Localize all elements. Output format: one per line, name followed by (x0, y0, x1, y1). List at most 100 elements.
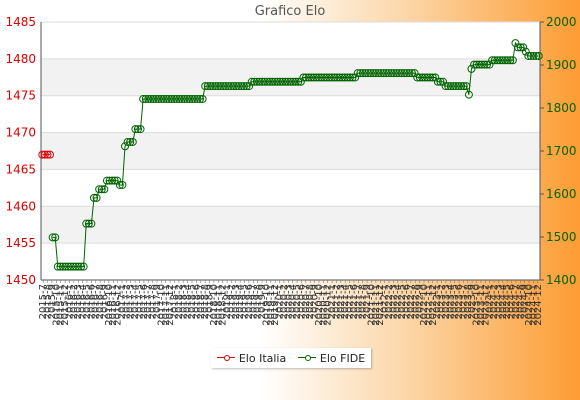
point-fide (188, 94, 197, 103)
x-axis-tick-label: 2024-5 (502, 284, 513, 319)
point-italia (43, 150, 52, 159)
point-fide (408, 69, 417, 78)
point-fide (237, 82, 246, 91)
point-fide (490, 56, 499, 65)
x-axis-tick-label: 2020-5 (292, 284, 303, 319)
point-fide (74, 262, 83, 271)
point-fide (521, 47, 530, 56)
point-fide (133, 125, 142, 134)
point-fide (221, 82, 230, 91)
x-axis-tick-label: 2021-12 (375, 284, 386, 326)
x-axis-tick-label: 2024-4 (498, 284, 509, 319)
legend-label-italia: Elo Italia (238, 351, 287, 365)
point-fide (56, 262, 65, 271)
x-axis-tick-label: 2019-3 (231, 284, 242, 319)
legend-item-italia[interactable]: Elo Italia (216, 351, 287, 365)
point-fide (436, 77, 445, 86)
point-fide (265, 77, 274, 86)
x-axis-tick-label: 2019-2 (226, 284, 237, 319)
point-fide (136, 125, 145, 134)
right-axis-tick-label: 1400 (546, 273, 577, 287)
x-axis-tick-label: 2021-7 (353, 284, 364, 319)
x-axis-tick-label: 2022-6 (402, 284, 413, 319)
point-italia (46, 150, 55, 159)
x-axis-tick-label: 2023-6 (454, 284, 465, 319)
point-fide (327, 73, 336, 82)
point-fide (382, 69, 391, 78)
point-fide (121, 142, 130, 151)
point-fide (149, 94, 158, 103)
point-fide (180, 94, 189, 103)
x-axis-tick-label: 2015-12 (60, 284, 71, 326)
x-axis-tick-label: 2016-7 (91, 284, 102, 319)
x-axis-tick-label: 2019-8 (253, 284, 264, 319)
x-axis-tick-label: 2018-8 (200, 284, 211, 319)
point-fide (92, 193, 101, 202)
point-fide (454, 82, 463, 91)
point-fide (514, 43, 523, 52)
x-axis-tick-label: 2020-8 (305, 284, 316, 319)
point-fide (185, 94, 194, 103)
x-axis-tick-label: 2023-9 (467, 284, 478, 319)
point-fide (90, 193, 99, 202)
x-axis-tick-label: 2016-2 (69, 284, 80, 319)
x-axis-tick-label: 2017-12 (165, 284, 176, 326)
point-fide (307, 73, 316, 82)
point-fide (428, 73, 437, 82)
legend-item-fide[interactable]: Elo FIDE (297, 352, 365, 365)
point-fide (283, 77, 292, 86)
x-axis-tick-label: 2019-1 (222, 284, 233, 319)
point-fide (53, 262, 62, 271)
x-axis-tick-label: 2015-11 (56, 284, 67, 326)
point-fide (519, 43, 528, 52)
x-axis-tick-label: 2016-11 (108, 284, 119, 326)
point-fide (268, 77, 277, 86)
x-axis-tick-label: 2018-2 (174, 284, 185, 319)
x-axis-tick-label: 2018-7 (196, 284, 207, 319)
x-axis-tick-label: 2022-10 (419, 284, 430, 326)
x-axis-tick-label: 2020-3 (283, 284, 294, 319)
x-axis-tick-label: 2020-10 (314, 284, 325, 326)
point-fide (276, 77, 285, 86)
point-fide (95, 185, 104, 194)
point-fide (252, 77, 261, 86)
grid-band (41, 206, 540, 244)
point-fide (314, 73, 323, 82)
point-fide (201, 82, 210, 91)
x-axis-tick-label: 2017-8 (148, 284, 159, 319)
x-axis-tick-label: 2024-2 (489, 284, 500, 319)
x-axis-tick-label: 2024-7 (511, 284, 522, 319)
point-fide (374, 69, 383, 78)
point-fide (532, 51, 541, 60)
point-fide (387, 69, 396, 78)
point-fide (348, 73, 357, 82)
x-axis-tick-label: 2017-9 (152, 284, 163, 319)
point-fide (82, 219, 91, 228)
x-axis-tick-label: 2017-4 (130, 284, 141, 319)
point-fide (441, 82, 450, 91)
point-fide (420, 73, 429, 82)
x-axis-tick-label: 2017-3 (126, 284, 137, 319)
point-fide (87, 219, 96, 228)
point-fide (291, 77, 300, 86)
point-fide (100, 185, 109, 194)
point-fide (498, 56, 507, 65)
x-axis-tick-label: 2023-12 (480, 284, 491, 326)
point-fide (110, 176, 119, 185)
point-fide (79, 262, 88, 271)
point-fide (64, 262, 73, 271)
point-fide (157, 94, 166, 103)
point-fide (258, 77, 267, 86)
point-fide (77, 262, 86, 271)
x-axis-tick-label: 2015-7 (38, 284, 49, 319)
x-axis-tick-label: 2020-11 (318, 284, 329, 326)
left-axis-tick-label: 1485 (5, 15, 36, 29)
x-axis-tick-label: 2024-8 (515, 284, 526, 319)
point-fide (154, 94, 163, 103)
point-fide (245, 82, 254, 91)
x-axis-tick-label: 2015-9 (47, 284, 58, 319)
x-axis-tick-label: 2020-2 (279, 284, 290, 319)
point-fide (167, 94, 176, 103)
point-fide (379, 69, 388, 78)
x-axis-tick-label: 2016-5 (82, 284, 93, 319)
